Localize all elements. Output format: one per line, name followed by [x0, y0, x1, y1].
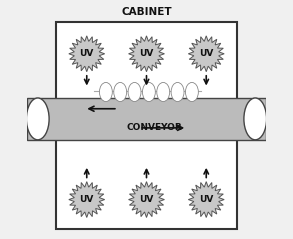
Ellipse shape: [99, 82, 112, 102]
Text: UV: UV: [80, 49, 94, 58]
Text: CABINET: CABINET: [121, 7, 172, 17]
Text: UV: UV: [139, 49, 154, 58]
Ellipse shape: [26, 98, 49, 140]
Polygon shape: [129, 36, 164, 72]
Ellipse shape: [244, 98, 267, 140]
Polygon shape: [69, 182, 105, 217]
Text: UV: UV: [199, 49, 213, 58]
Bar: [56, 22, 237, 229]
Text: UV: UV: [139, 195, 154, 204]
Ellipse shape: [157, 82, 170, 102]
Text: CONVEYOR: CONVEYOR: [127, 123, 183, 132]
Ellipse shape: [114, 82, 127, 102]
Polygon shape: [188, 182, 224, 217]
Ellipse shape: [185, 82, 198, 102]
Bar: [27, 98, 266, 140]
Polygon shape: [69, 36, 105, 72]
Text: UV: UV: [80, 195, 94, 204]
Ellipse shape: [128, 82, 141, 102]
Text: UV: UV: [199, 195, 213, 204]
Ellipse shape: [142, 82, 155, 102]
Polygon shape: [188, 36, 224, 72]
Ellipse shape: [171, 82, 184, 102]
Polygon shape: [129, 182, 164, 217]
